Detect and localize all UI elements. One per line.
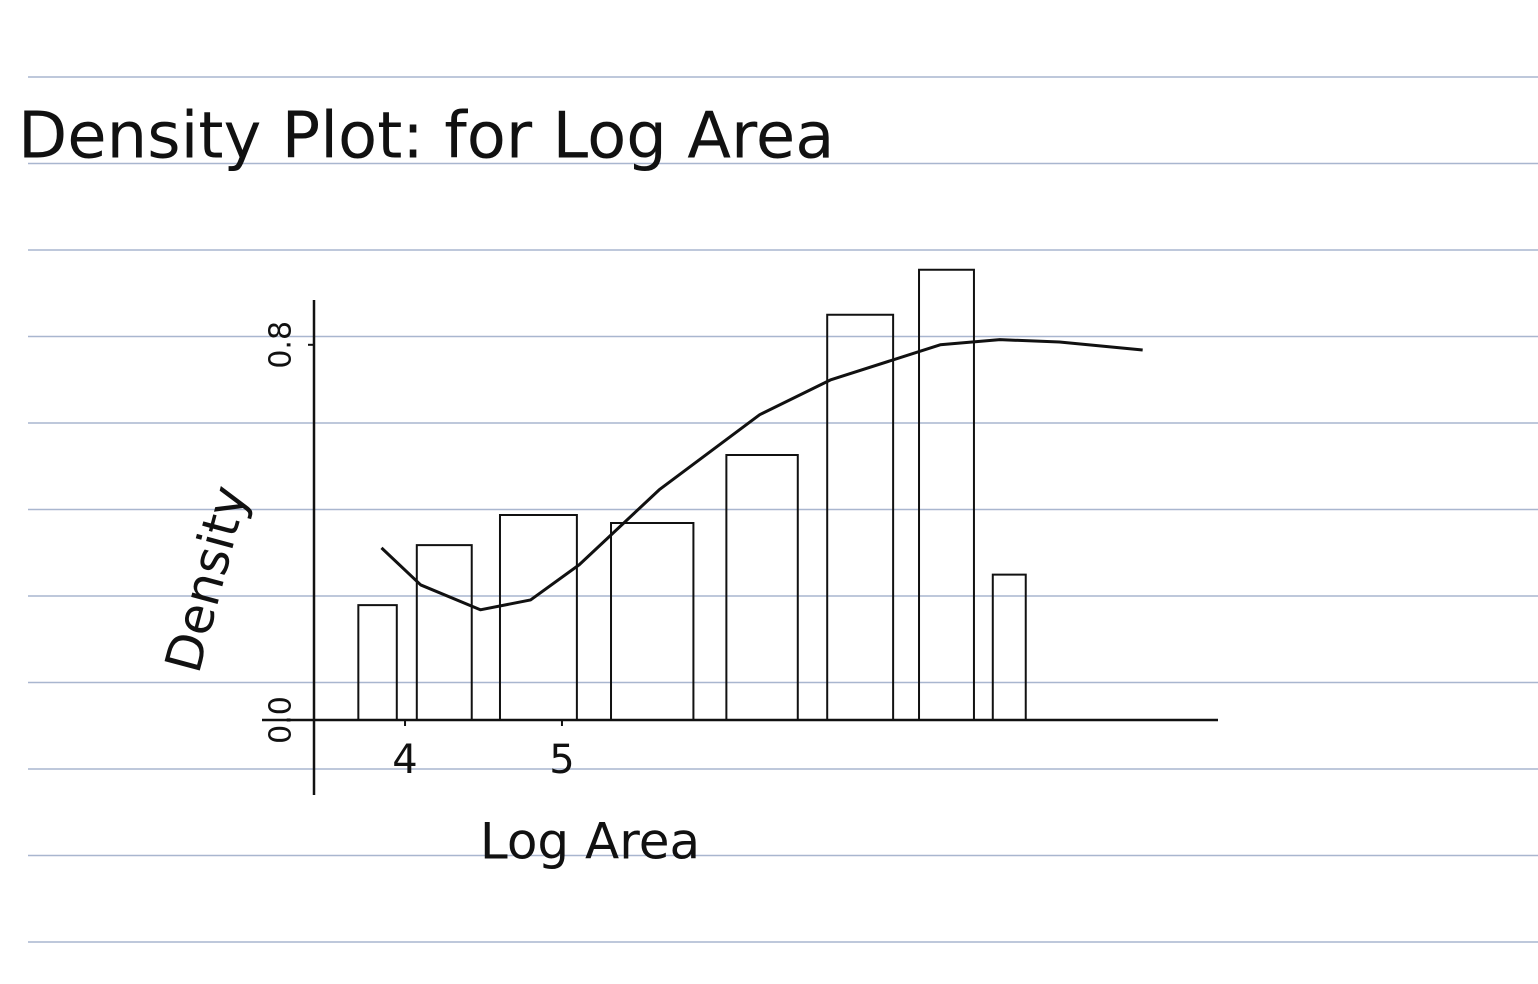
x-tick-label: 5 [549,737,574,783]
bar [415,544,473,720]
x-axis-label: Log Area [480,813,700,871]
bar [918,268,975,720]
y-tick-label: 0.0 [264,696,299,744]
notebook-lines [28,76,1538,943]
bar [357,604,398,720]
bar [498,514,578,720]
x-tick-label: 4 [392,737,417,783]
bar [826,313,895,720]
y-tick-label: 0.8 [264,321,299,369]
bar [725,454,799,720]
bar [610,522,695,720]
density-curve [380,338,1143,612]
bar [991,573,1027,720]
chart-title: Density Plot: for Log Area [18,100,834,174]
